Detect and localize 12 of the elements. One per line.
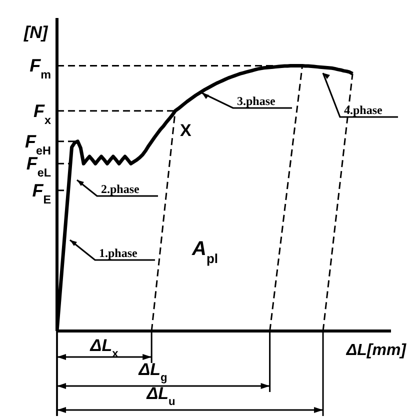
- annotation: 3.phase: [237, 94, 276, 108]
- annotation: 2.phase: [101, 182, 140, 196]
- text: ΔL$_{u}$: [146, 384, 176, 408]
- annotation: A$_{pl}$: [191, 238, 218, 266]
- annotation: X: [180, 121, 192, 140]
- ref-line-label: F$_{x}$: [33, 100, 52, 126]
- ref-line-label: F$_{E}$: [32, 180, 52, 206]
- ref-line-label: F$_{m}$: [30, 56, 51, 82]
- y-axis-title: [N]: [23, 23, 49, 42]
- text: ΔL$_{g}$: [138, 360, 168, 384]
- annotation: 1.phase: [99, 246, 138, 260]
- x-axis-title: ΔL[mm]: [345, 342, 407, 359]
